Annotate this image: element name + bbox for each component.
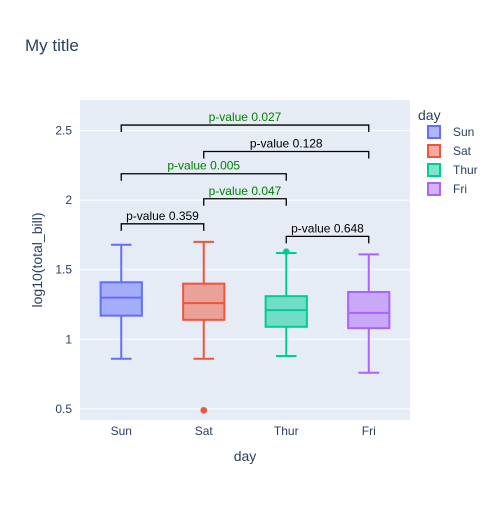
bracket-line — [285, 235, 370, 244]
bracket-line — [120, 124, 370, 133]
pvalue-bracket: p-value 0.027 — [120, 110, 370, 133]
legend-label: Fri — [453, 182, 467, 196]
legend-items: Sun Sat Thur Fri — [427, 125, 478, 196]
legend: day Sun Sat Thur Fri — [418, 107, 478, 196]
bracket-line — [120, 223, 205, 231]
x-tick-label: Sat — [195, 424, 214, 438]
x-axis-title: day — [234, 448, 257, 464]
x-tick-label: Sun — [111, 424, 132, 438]
legend-swatch — [427, 144, 441, 158]
pvalue-label: p-value 0.027 — [209, 110, 282, 124]
box-body — [99, 281, 143, 317]
box-body — [182, 282, 226, 321]
y-tick-label: 0.5 — [55, 402, 72, 416]
y-tick-label: 1 — [65, 332, 72, 346]
box-body — [264, 295, 308, 328]
legend-title: day — [418, 107, 441, 123]
y-axis-ticks: 0.5 1 1.5 2 2.5 — [55, 124, 72, 416]
gridlines — [80, 130, 410, 410]
legend-swatch — [427, 182, 441, 196]
y-tick-label: 2 — [65, 193, 72, 207]
outlier-point — [200, 406, 208, 414]
pvalue-bracket: p-value 0.047 — [203, 184, 287, 206]
plot-area — [80, 100, 410, 420]
legend-item-sat: Sat — [427, 144, 472, 158]
box-thur — [264, 248, 308, 357]
pvalue-bracket: p-value 0.005 — [120, 159, 287, 181]
pvalue-bracket: p-value 0.359 — [120, 209, 205, 231]
y-tick-label: 2.5 — [55, 124, 72, 138]
legend-swatch — [427, 163, 441, 177]
legend-label: Thur — [453, 163, 478, 177]
x-axis-ticks: Sun Sat Thur Fri — [111, 424, 376, 438]
pvalue-label: p-value 0.047 — [209, 184, 282, 198]
bracket-line — [203, 150, 370, 159]
pvalue-label: p-value 0.128 — [250, 136, 323, 150]
pvalue-bracket: p-value 0.648 — [285, 221, 370, 244]
legend-item-thur: Thur — [427, 163, 478, 177]
pvalue-label: p-value 0.005 — [167, 159, 240, 173]
legend-label: Sun — [453, 125, 474, 139]
pvalue-label: p-value 0.648 — [291, 221, 364, 235]
chart-title: My title — [25, 36, 79, 55]
legend-item-fri: Fri — [427, 182, 467, 196]
box-series — [99, 240, 391, 414]
pvalue-label: p-value 0.359 — [126, 209, 199, 223]
significance-annotations: p-value 0.027 p-value 0.128 p-value 0.005 p… — [120, 110, 370, 244]
legend-item-sun: Sun — [427, 125, 474, 139]
pvalue-bracket: p-value 0.128 — [203, 136, 370, 159]
x-tick-label: Fri — [362, 424, 376, 438]
x-tick-label: Thur — [274, 424, 299, 438]
bracket-line — [120, 173, 287, 181]
y-tick-label: 1.5 — [55, 263, 72, 277]
box-sun — [99, 243, 143, 360]
outlier-point — [282, 248, 290, 255]
box-sat — [182, 240, 226, 414]
legend-swatch — [427, 125, 441, 139]
box-body — [347, 291, 391, 330]
bracket-line — [203, 198, 287, 206]
legend-label: Sat — [453, 144, 472, 158]
box-fri — [347, 253, 391, 374]
y-axis-title: log10(total_bill) — [29, 213, 45, 308]
